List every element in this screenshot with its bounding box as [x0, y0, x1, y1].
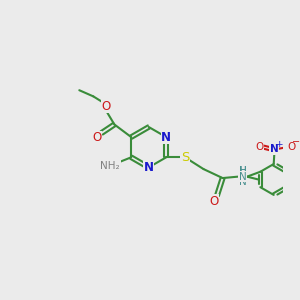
- Text: H: H: [239, 166, 246, 175]
- Text: O: O: [287, 142, 295, 152]
- Text: O: O: [92, 131, 101, 144]
- Text: O: O: [256, 142, 264, 152]
- Text: H
N: H N: [239, 166, 247, 188]
- Text: NH₂: NH₂: [100, 161, 120, 171]
- Text: +: +: [275, 140, 283, 149]
- Text: O: O: [101, 100, 111, 113]
- Text: N: N: [161, 130, 171, 144]
- Text: N: N: [270, 144, 279, 154]
- Text: −: −: [292, 137, 300, 147]
- Text: N: N: [144, 161, 154, 174]
- Text: S: S: [181, 151, 190, 164]
- Text: N: N: [239, 172, 247, 182]
- Text: O: O: [210, 195, 219, 208]
